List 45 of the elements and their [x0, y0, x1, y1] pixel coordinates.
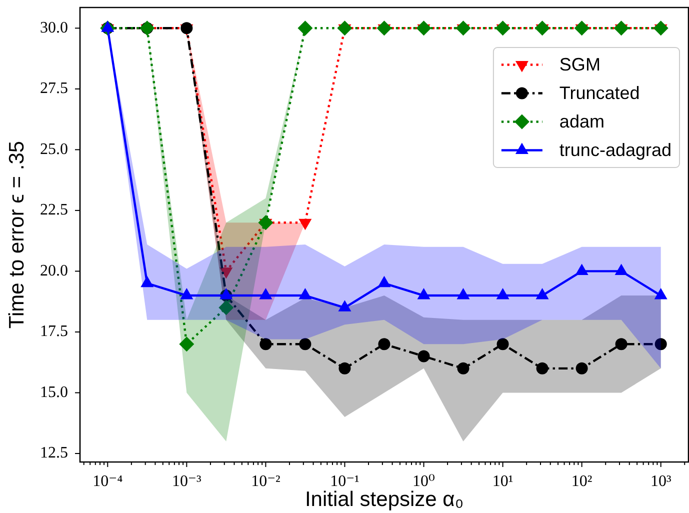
- point: [337, 20, 352, 36]
- point: [299, 338, 312, 350]
- x-tick-label: 10⁻⁴: [92, 473, 124, 490]
- point: [653, 20, 668, 36]
- y-tick-label: 20.0: [40, 262, 68, 280]
- y-tick-label: 22.5: [40, 202, 68, 219]
- point: [654, 338, 667, 350]
- point: [218, 300, 234, 316]
- legend-label: Truncated: [559, 83, 640, 104]
- y-tick-label: 25.0: [40, 140, 68, 158]
- x-tick-label: 10⁻³: [172, 473, 202, 490]
- point: [338, 362, 351, 374]
- point: [496, 338, 509, 350]
- y-tick-label: 30.0: [40, 19, 68, 36]
- point: [534, 20, 550, 36]
- y-axis-title: Time to error ϵ = .35: [5, 140, 28, 329]
- y-tick-label: 12.5: [40, 444, 68, 462]
- point: [495, 20, 510, 36]
- legend-label: SGM: [559, 54, 600, 75]
- y-tick-label: 17.5: [40, 323, 68, 340]
- point: [574, 20, 590, 36]
- x-tick-label: 10¹: [492, 473, 514, 490]
- x-tick-label: 10²: [571, 473, 592, 490]
- point: [416, 20, 432, 36]
- x-axis-title: Initial stepsize α₀: [304, 488, 464, 512]
- y-tick-label: 27.5: [40, 80, 68, 98]
- x-tick-label: 10⁰: [412, 473, 435, 490]
- point: [378, 338, 390, 350]
- point: [614, 20, 629, 36]
- y-tick-label: 15.0: [40, 384, 68, 401]
- point: [179, 336, 194, 352]
- point: [536, 362, 548, 374]
- x-tick-label: 10⁻²: [251, 473, 281, 490]
- x-tick-label: 10³: [650, 473, 672, 490]
- point: [376, 20, 392, 36]
- point: [576, 362, 588, 374]
- legend-label: adam: [559, 112, 604, 132]
- point: [615, 338, 628, 350]
- legend-label: trunc-adagrad: [559, 140, 672, 160]
- point: [418, 350, 430, 362]
- x-tick-label: 10⁻¹: [330, 473, 360, 490]
- point: [457, 362, 470, 374]
- point: [298, 20, 313, 36]
- point: [260, 338, 272, 350]
- point: [456, 20, 471, 36]
